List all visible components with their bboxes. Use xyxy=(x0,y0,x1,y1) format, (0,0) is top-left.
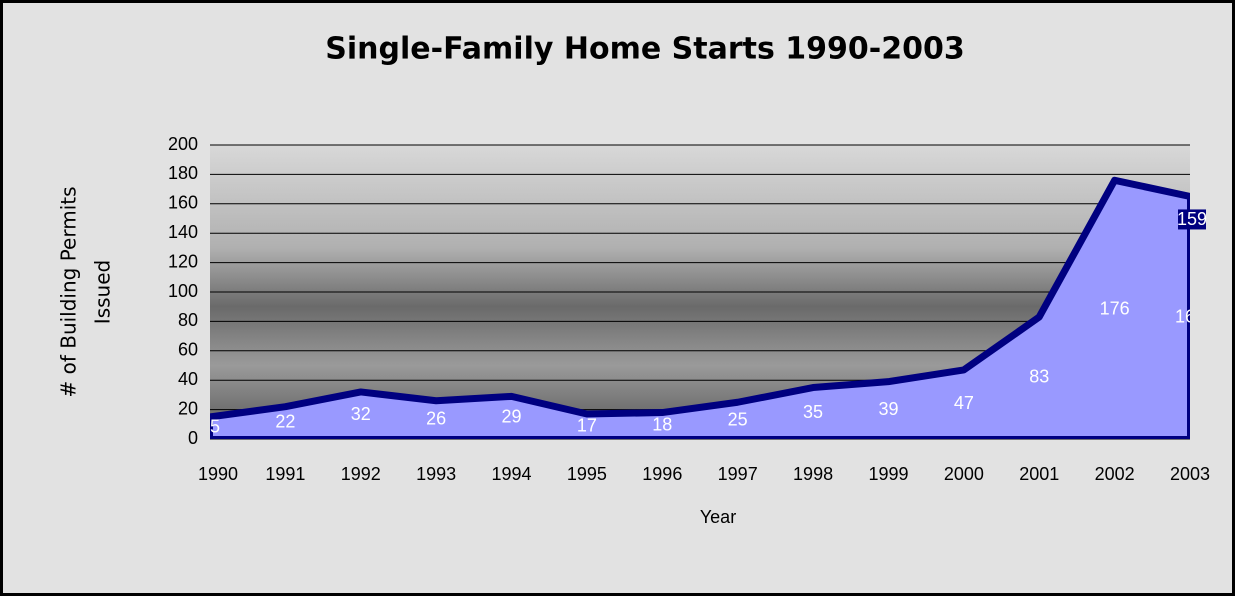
y-tick-label: 100 xyxy=(168,281,198,301)
x-tick-label: 1999 xyxy=(868,464,908,484)
x-tick-label: 1994 xyxy=(492,464,532,484)
y-tick-label: 80 xyxy=(178,310,198,330)
y-tick-label: 200 xyxy=(168,134,198,154)
x-tick-label: 1993 xyxy=(416,464,456,484)
x-axis-title: Year xyxy=(700,507,736,527)
data-label: 39 xyxy=(878,399,898,419)
x-tick-label: 1992 xyxy=(341,464,381,484)
data-label: 47 xyxy=(954,393,974,413)
y-tick-label: 180 xyxy=(168,163,198,183)
y-tick-label: 0 xyxy=(188,428,198,448)
annotation: 159 xyxy=(1177,209,1207,229)
data-label: 32 xyxy=(351,404,371,424)
data-label: 29 xyxy=(502,406,522,426)
y-tick-label: 120 xyxy=(168,251,198,271)
x-tick-label: 1990 xyxy=(198,464,238,484)
data-label: 18 xyxy=(652,415,672,435)
chart-title: Single-Family Home Starts 1990-2003 xyxy=(325,32,964,67)
data-label: 17 xyxy=(577,415,597,435)
y-axis-title-line: Issued xyxy=(91,260,115,324)
data-label: 26 xyxy=(426,409,446,429)
x-tick-label: 2003 xyxy=(1170,464,1210,484)
y-tick-label: 160 xyxy=(168,193,198,213)
chart: Single-Family Home Starts 1990-2003 Year… xyxy=(0,0,1235,596)
x-tick-label: 2002 xyxy=(1095,464,1135,484)
y-axis-title-line: # of Building Permits xyxy=(57,186,81,397)
data-label: 176 xyxy=(1100,298,1130,318)
y-tick-label: 40 xyxy=(178,369,198,389)
x-tick-label: 1991 xyxy=(265,464,305,484)
x-tick-label: 2000 xyxy=(944,464,984,484)
x-tick-label: 1995 xyxy=(567,464,607,484)
x-tick-label: 1998 xyxy=(793,464,833,484)
data-label: 83 xyxy=(1029,367,1049,387)
data-label: 22 xyxy=(275,412,295,432)
y-tick-label: 20 xyxy=(178,398,198,418)
y-tick-label: 140 xyxy=(168,222,198,242)
y-tick-label: 60 xyxy=(178,340,198,360)
x-tick-label: 1997 xyxy=(718,464,758,484)
data-label: 25 xyxy=(728,409,748,429)
x-tick-label: 2001 xyxy=(1019,464,1059,484)
x-tick-label: 1996 xyxy=(642,464,682,484)
data-label: 35 xyxy=(803,402,823,422)
